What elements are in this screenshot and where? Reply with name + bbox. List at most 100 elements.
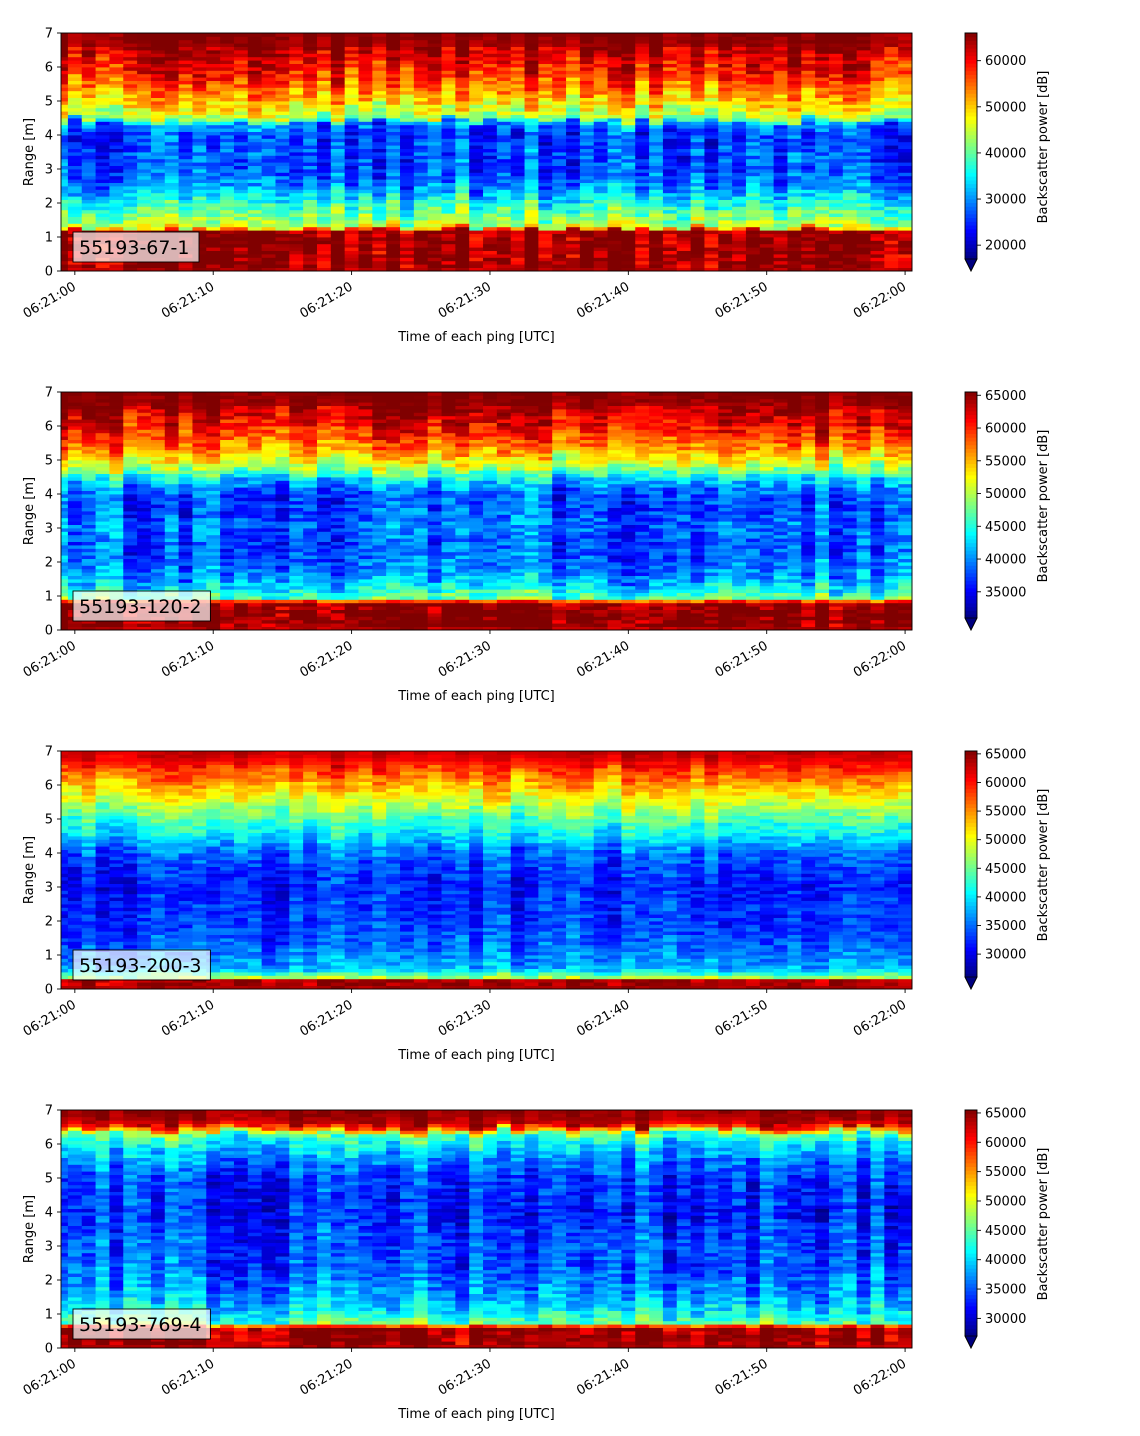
heatmap-cell: [61, 53, 69, 58]
heatmap-cell: [61, 257, 69, 262]
colorbar-segment: [965, 89, 977, 94]
heatmap-cell: [95, 182, 110, 187]
heatmap-cell: [856, 209, 871, 214]
heatmap-cell: [123, 206, 138, 211]
heatmap-cell: [884, 260, 899, 265]
heatmap-cell: [137, 206, 152, 211]
heatmap-cell: [261, 230, 276, 234]
heatmap-cell: [815, 179, 830, 183]
heatmap-cell: [303, 220, 318, 224]
heatmap-cell: [137, 466, 152, 471]
heatmap-cell: [496, 179, 512, 183]
heatmap-cell: [330, 175, 346, 180]
heatmap-cell: [233, 206, 249, 211]
heatmap-cell: [427, 135, 442, 139]
heatmap-cell: [123, 432, 138, 437]
heatmap-cell: [413, 254, 429, 258]
heatmap-cell: [801, 63, 816, 68]
heatmap-cell: [192, 254, 207, 258]
heatmap-cell: [745, 80, 761, 85]
heatmap-cell: [441, 104, 456, 109]
heatmap-cell: [330, 63, 346, 68]
heatmap-cell: [386, 84, 401, 88]
heatmap-cell: [745, 94, 761, 98]
heatmap-cell: [552, 70, 567, 75]
heatmap-cell: [538, 148, 553, 153]
colorbar-segment: [965, 168, 977, 173]
heatmap-cell: [150, 555, 166, 559]
heatmap-cell: [81, 169, 96, 173]
heatmap-cell: [220, 138, 235, 143]
heatmap-cell: [787, 131, 802, 136]
heatmap-cell: [552, 172, 567, 177]
heatmap-cell: [815, 33, 830, 37]
heatmap-cell: [496, 192, 512, 197]
heatmap-cell: [884, 243, 899, 248]
heatmap-cell: [61, 233, 69, 238]
heatmap-cell: [81, 175, 96, 180]
heatmap-cell: [316, 67, 332, 71]
heatmap-cell: [400, 220, 415, 224]
heatmap-cell: [524, 226, 539, 231]
heatmap-cell: [233, 148, 249, 153]
heatmap-cell: [510, 165, 525, 170]
heatmap-cell: [773, 141, 788, 146]
heatmap-cell: [358, 80, 373, 85]
heatmap-cell: [109, 575, 124, 580]
heatmap-cell: [61, 497, 69, 502]
heatmap-cell: [192, 192, 207, 197]
heatmap-cell: [870, 118, 885, 122]
heatmap-cell: [469, 213, 484, 217]
heatmap-cell: [123, 487, 138, 491]
heatmap-cell: [773, 36, 788, 41]
heatmap-cell: [372, 158, 387, 163]
heatmap-cell: [579, 203, 595, 207]
heatmap-cell: [109, 392, 124, 396]
heatmap-cell: [137, 260, 152, 265]
heatmap-cell: [745, 97, 761, 102]
heatmap-cell: [649, 260, 664, 265]
heatmap-cell: [884, 267, 899, 272]
heatmap-cell: [538, 223, 553, 228]
heatmap-cell: [898, 209, 913, 214]
heatmap-cell: [815, 104, 830, 109]
heatmap-cell: [400, 186, 415, 190]
heatmap-cell: [524, 43, 539, 47]
heatmap-cell: [67, 582, 83, 587]
heatmap-cell: [579, 50, 595, 54]
heatmap-cell: [123, 213, 138, 217]
heatmap-cell: [164, 264, 180, 268]
heatmap-cell: [662, 209, 678, 214]
heatmap-cell: [566, 175, 581, 180]
heatmap-cell: [649, 196, 664, 200]
heatmap-cell: [593, 186, 608, 190]
heatmap-cell: [61, 500, 69, 505]
heatmap-cell: [95, 53, 110, 58]
heatmap-cell: [67, 267, 83, 272]
heatmap-cell: [95, 480, 110, 485]
heatmap-cell: [787, 196, 802, 200]
heatmap-cell: [67, 223, 83, 228]
heatmap-cell: [330, 169, 346, 173]
heatmap-cell: [220, 260, 235, 265]
heatmap-cell: [455, 121, 470, 126]
colorbar-segment: [965, 119, 977, 124]
colorbar-segment: [965, 206, 977, 211]
heatmap-cell: [828, 53, 844, 58]
heatmap-cell: [192, 101, 207, 105]
heatmap-cell: [524, 114, 539, 119]
heatmap-cell: [676, 152, 691, 156]
heatmap-cell: [828, 203, 844, 207]
heatmap-cell: [607, 77, 622, 81]
heatmap-cell: [247, 250, 263, 255]
heatmap-cell: [123, 152, 138, 156]
heatmap-cell: [676, 128, 691, 132]
heatmap-cell: [67, 141, 83, 146]
heatmap-cell: [455, 141, 470, 146]
heatmap-cell: [649, 182, 664, 187]
heatmap-cell: [150, 97, 166, 102]
heatmap-cell: [192, 131, 207, 136]
heatmap-cell: [566, 94, 581, 98]
heatmap-cell: [732, 158, 747, 163]
heatmap-cell: [137, 141, 152, 146]
